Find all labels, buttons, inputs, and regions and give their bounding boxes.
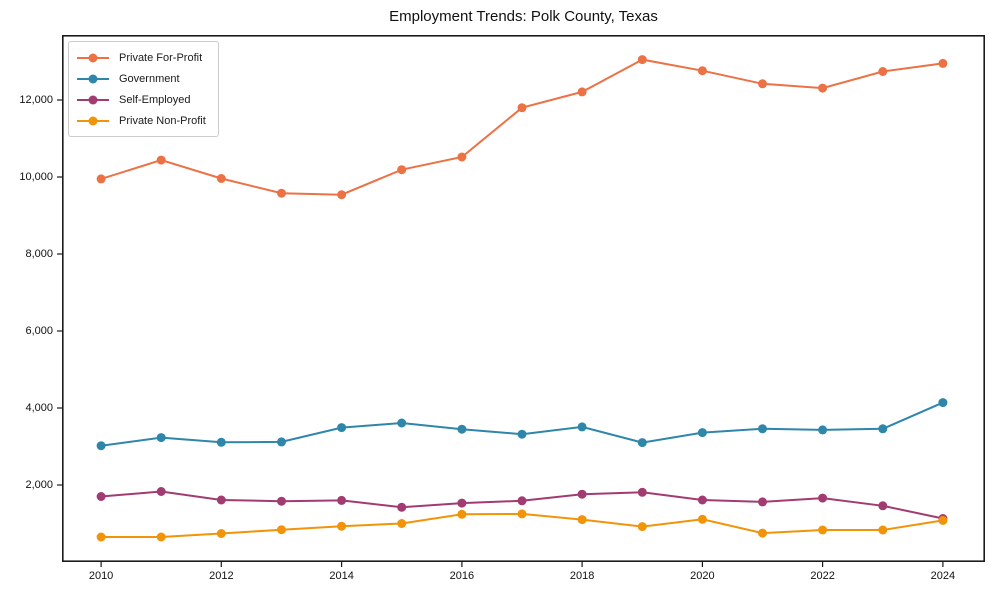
- legend-item-private-for-profit: Private For-Profit: [75, 47, 206, 68]
- legend-marker-icon: [77, 116, 109, 125]
- y-tick-label: 10,000: [19, 170, 53, 183]
- data-point-government: [758, 424, 767, 434]
- data-point-government: [637, 438, 647, 448]
- data-point-private-non-profit: [637, 522, 647, 532]
- x-tick-label: 2014: [329, 570, 354, 582]
- data-point-private-non-profit: [156, 532, 166, 542]
- x-tick-label: 2012: [209, 570, 234, 582]
- data-point-private-non-profit: [938, 515, 948, 525]
- y-tick-label: 4,000: [25, 401, 53, 414]
- data-point-self-employed: [878, 501, 888, 511]
- y-tick-label: 12,000: [19, 93, 53, 106]
- data-point-private-non-profit: [337, 521, 347, 531]
- x-tick-label: 2020: [690, 570, 715, 582]
- data-point-private-for-profit: [457, 152, 467, 162]
- data-point-private-non-profit: [96, 532, 106, 542]
- data-point-private-for-profit: [96, 174, 106, 184]
- data-point-private-for-profit: [517, 103, 527, 113]
- data-point-government: [216, 437, 226, 447]
- legend-label: Government: [119, 72, 180, 85]
- data-point-self-employed: [577, 489, 587, 499]
- data-point-government: [397, 418, 407, 428]
- data-point-government: [337, 423, 347, 433]
- x-tick-label: 2016: [449, 570, 475, 582]
- legend-item-government: Government: [75, 68, 206, 89]
- data-point-private-non-profit: [457, 509, 467, 519]
- legend-marker-icon: [77, 95, 109, 104]
- data-point-government: [818, 425, 828, 435]
- data-point-self-employed: [397, 502, 407, 512]
- data-point-private-for-profit: [277, 188, 286, 198]
- series-line-government: [100, 401, 944, 447]
- legend: Private For-Profit Government Self-Employe…: [68, 41, 219, 137]
- legend-label: Private Non-Profit: [119, 114, 206, 127]
- data-point-private-for-profit: [697, 66, 707, 76]
- data-point-government: [277, 437, 286, 447]
- data-point-self-employed: [637, 487, 647, 497]
- data-point-self-employed: [517, 496, 527, 506]
- y-tick-label: 2,000: [25, 478, 53, 491]
- data-point-government: [96, 441, 106, 451]
- data-point-private-for-profit: [156, 155, 166, 165]
- data-point-government: [457, 424, 467, 434]
- data-point-private-non-profit: [878, 525, 888, 535]
- data-point-private-for-profit: [397, 165, 407, 175]
- data-point-private-for-profit: [818, 83, 828, 93]
- plot-border: [62, 35, 986, 563]
- x-tick-label: 2024: [930, 570, 956, 582]
- x-tick-label: 2018: [569, 570, 595, 582]
- data-point-private-for-profit: [337, 190, 347, 200]
- x-tick-label: 2022: [810, 570, 835, 582]
- data-point-self-employed: [697, 495, 707, 505]
- data-point-private-for-profit: [938, 58, 948, 68]
- chart-canvas: [57, 35, 986, 567]
- y-tick-label: 6,000: [25, 324, 53, 337]
- series-line-private-for-profit: [100, 58, 944, 196]
- data-point-self-employed: [818, 493, 828, 503]
- data-point-private-non-profit: [577, 515, 587, 525]
- data-point-private-for-profit: [878, 67, 888, 76]
- data-point-government: [156, 433, 166, 443]
- plot-area: [57, 35, 986, 567]
- data-point-private-non-profit: [397, 519, 407, 528]
- data-point-government: [517, 429, 527, 439]
- data-point-self-employed: [337, 495, 347, 505]
- legend-marker-icon: [77, 74, 109, 83]
- data-point-government: [878, 424, 888, 434]
- legend-label: Self-Employed: [119, 93, 191, 106]
- data-point-government: [938, 398, 948, 408]
- data-point-private-non-profit: [818, 525, 828, 535]
- chart-title: Employment Trends: Polk County, Texas: [389, 8, 658, 25]
- data-point-private-non-profit: [758, 528, 767, 538]
- data-point-private-for-profit: [577, 87, 587, 97]
- data-point-private-non-profit: [697, 514, 707, 524]
- x-tick-label: 2010: [88, 570, 114, 582]
- data-point-self-employed: [277, 496, 286, 506]
- data-point-self-employed: [758, 497, 767, 507]
- legend-item-self-employed: Self-Employed: [75, 89, 206, 110]
- data-point-private-for-profit: [216, 174, 226, 183]
- data-point-private-non-profit: [216, 529, 226, 538]
- legend-label: Private For-Profit: [119, 51, 203, 64]
- data-point-private-non-profit: [277, 525, 286, 535]
- data-point-self-employed: [156, 487, 166, 496]
- data-point-self-employed: [96, 492, 106, 501]
- y-tick-label: 8,000: [25, 247, 53, 260]
- data-point-self-employed: [457, 498, 467, 508]
- legend-marker-icon: [77, 53, 109, 62]
- data-point-private-non-profit: [517, 509, 527, 519]
- legend-item-private-non-profit: Private Non-Profit: [75, 110, 206, 131]
- data-point-private-for-profit: [637, 55, 647, 65]
- data-point-government: [577, 422, 587, 432]
- data-point-self-employed: [216, 495, 226, 505]
- data-point-government: [697, 428, 707, 438]
- data-point-private-for-profit: [758, 79, 767, 89]
